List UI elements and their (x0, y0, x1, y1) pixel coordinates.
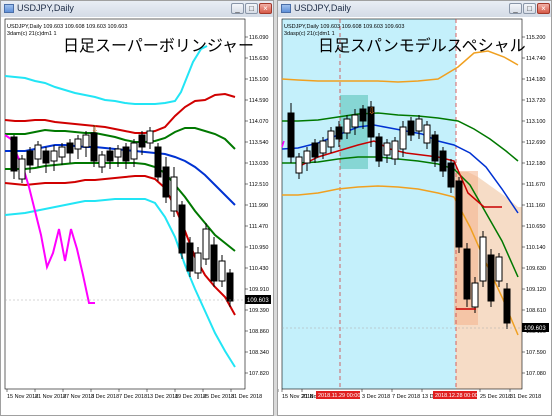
date-tick-label: 21 Nov 2018 (35, 394, 66, 400)
price-tick-label: 109.910 (249, 287, 269, 293)
price-tick-label: 110.950 (249, 245, 268, 251)
minimize-button[interactable]: _ (231, 3, 244, 14)
title-bar[interactable]: USDJPY,Daily _ □ × (278, 1, 551, 18)
upper-band-2sigma (4, 92, 236, 134)
lower-band-green (282, 156, 519, 278)
candlesticks (10, 125, 234, 307)
price-tick-label: 108.340 (249, 350, 269, 356)
close-button[interactable]: × (537, 3, 550, 14)
date-tick-label: 31 Dec 2018 (231, 394, 262, 400)
date-tick-label: 3 Dec 2018 (362, 394, 390, 400)
price-tick-label: 108.610 (526, 308, 546, 314)
price-tick-label: 111.990 (249, 203, 268, 209)
price-tick-label: 111.160 (526, 203, 545, 209)
date-tick-label: 7 Dec 2018 (392, 394, 420, 400)
chart-info-line: USDJPY,Daily 109.603 109.608 109.603 109… (284, 24, 404, 30)
lower-band-1sigma (5, 162, 236, 252)
lower-band-3sigma (4, 198, 236, 368)
price-tick-label: 108.860 (249, 329, 269, 335)
date-tick-label: 13 Dec 2018 (147, 394, 178, 400)
window-title: USDJPY,Daily (294, 3, 351, 13)
date-tick-label: 25 Dec 2018 (203, 394, 234, 400)
date-tick-label: 15 Nov 2018 (7, 394, 38, 400)
price-tick-label: 112.180 (526, 161, 545, 167)
date-tick-label: 7 Dec 2018 (119, 394, 147, 400)
price-axis: 116.090 115.630 115.100 114.590 114.070 113.5… (245, 35, 269, 377)
current-price-marker (245, 295, 271, 304)
highlight-date-badge (316, 391, 360, 399)
price-tick-label: 111.670 (526, 182, 545, 188)
price-chart[interactable]: ⇩ USDJPY,Daily 109.603 109.608 109.603 1… (278, 17, 551, 415)
highlight-date-label: 2018.12.28 00:00 (435, 393, 478, 399)
upper-band-orange (281, 50, 519, 83)
price-tick-label: 109.630 (526, 266, 546, 272)
close-button[interactable]: × (259, 3, 272, 14)
candlesticks (287, 101, 511, 329)
lagging-span (281, 140, 285, 148)
price-tick-label: 115.200 (526, 35, 545, 41)
upper-band-3sigma (4, 45, 208, 105)
current-price-marker (522, 323, 549, 332)
price-tick-label: 112.510 (249, 182, 268, 188)
price-tick-label: 107.590 (526, 350, 546, 356)
title-bar[interactable]: USDJPY,Daily _ □ × (1, 1, 273, 18)
chart-icon (281, 4, 291, 13)
maximize-button[interactable]: □ (245, 3, 258, 14)
svg-text:⇩: ⇩ (91, 124, 99, 134)
upper-band-green (282, 112, 519, 162)
current-price-label: 109.603 (247, 298, 269, 304)
price-tick-label: 115.630 (249, 56, 268, 62)
price-tick-label: 110.650 (526, 224, 545, 230)
upper-band-1sigma (5, 127, 236, 150)
chart-icon (4, 4, 14, 13)
price-tick-label: 109.390 (249, 308, 269, 314)
price-tick-label: 114.740 (526, 56, 545, 62)
price-tick-label: 116.090 (249, 35, 268, 41)
minimize-button[interactable]: _ (509, 3, 522, 14)
chart-window-right[interactable]: USDJPY,Daily _ □ × (277, 0, 552, 416)
highlight-date-label: 2018.11.29 00:00 (318, 393, 360, 399)
indicator-line: 3dam(c) 21(c)dm1 1 (7, 31, 57, 37)
price-tick-label: 112.690 (526, 140, 545, 146)
price-tick-label: 111.470 (249, 224, 268, 230)
price-tick-label: 107.820 (249, 371, 269, 377)
chart-info-line: USDJPY,Daily 109.603 109.608 109.603 109… (7, 24, 127, 30)
price-tick-label: 114.070 (249, 119, 268, 125)
date-tick-label: 19 Dec 2018 (175, 394, 206, 400)
svg-text:⇩: ⇩ (368, 106, 376, 116)
chart-overlay-title: 日足スパンモデルスペシャル (318, 36, 526, 55)
window-title: USDJPY,Daily (17, 3, 74, 13)
date-tick-label: 31 Dec 2018 (510, 394, 541, 400)
price-tick-label: 107.080 (526, 371, 546, 377)
indicator-line: 3dasp(c) 21(c)dm1 1 (284, 31, 335, 37)
date-tick-label: 25 Dec 2018 (480, 394, 511, 400)
price-tick-label: 115.100 (249, 77, 268, 83)
price-tick-label: 113.030 (249, 161, 268, 167)
price-tick-label: 114.180 (526, 77, 545, 83)
date-tick-label: 15 Nov 2018 (282, 394, 313, 400)
price-tick-label: 113.540 (249, 140, 268, 146)
price-tick-label: 109.120 (526, 287, 546, 293)
current-price-label: 109.603 (524, 326, 546, 332)
span-line-red (297, 140, 502, 208)
chart-window-left[interactable]: USDJPY,Daily _ □ × (0, 0, 274, 416)
maximize-button[interactable]: □ (523, 3, 536, 14)
price-tick-label: 113.720 (526, 98, 545, 104)
price-tick-label: 110.430 (249, 266, 268, 272)
highlight-date-badge (433, 391, 477, 399)
price-tick-label: 114.590 (249, 98, 268, 104)
date-tick-label: 3 Dec 2018 (91, 394, 119, 400)
date-tick-label: 27 Nov 2018 (63, 394, 94, 400)
price-tick-label: 113.100 (526, 119, 545, 125)
price-tick-label: 110.140 (526, 245, 545, 251)
price-chart[interactable]: ⇩ USDJPY,Daily 109.603 109.608 109.603 1… (1, 17, 273, 415)
chart-overlay-title: 日足スーパーボリンジャー (63, 37, 254, 55)
